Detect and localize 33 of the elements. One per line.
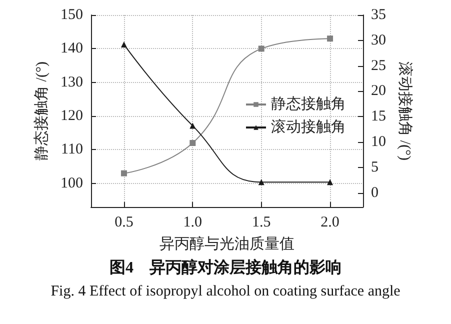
y2-tick-label: 15 [371,108,386,125]
x-tick-label: 1.0 [183,214,202,230]
caption: 图4 异丙醇对涂层接触角的影响 [110,258,342,276]
caption: Fig. 4 Effect of isopropyl alcohol on coating surface angle [50,284,401,300]
y2-tick-label: 20 [371,83,386,100]
y2-tick-label: 30 [371,32,386,48]
legend-label: 静态接触角 [271,96,346,112]
y-tick-label: 150 [60,7,83,23]
point [258,179,264,186]
y-tick-label: 110 [61,142,83,158]
y-tick-label: 120 [60,108,83,124]
x-axis-title: 异丙醇与光油质量值 [160,236,294,252]
point [190,122,196,129]
y2-tick-label: 5 [371,159,378,176]
y-tick-label: 140 [60,40,83,57]
point [327,36,334,42]
y2-tick-label: 10 [371,134,386,150]
point [190,140,196,146]
x-tick-label: 1.5 [252,214,271,230]
point [120,170,127,176]
y2-tick-label: 25 [371,58,386,74]
x-tick-label: 2.0 [320,214,340,230]
y-tick-label: 100 [60,175,83,192]
y2-axis-title: 滚动接触角 /(°) [396,62,414,160]
y2-tick-label: 35 [371,7,386,23]
point [327,179,334,186]
y2-tick-label: 0 [371,184,378,201]
y-tick-label: 130 [60,74,83,90]
point [258,46,264,52]
point [120,41,127,48]
x-tick-label: 0.5 [114,214,134,230]
legend-label: 滚动接触角 [271,118,346,136]
y-axis-title: 静态接触角 /(°) [33,62,50,160]
